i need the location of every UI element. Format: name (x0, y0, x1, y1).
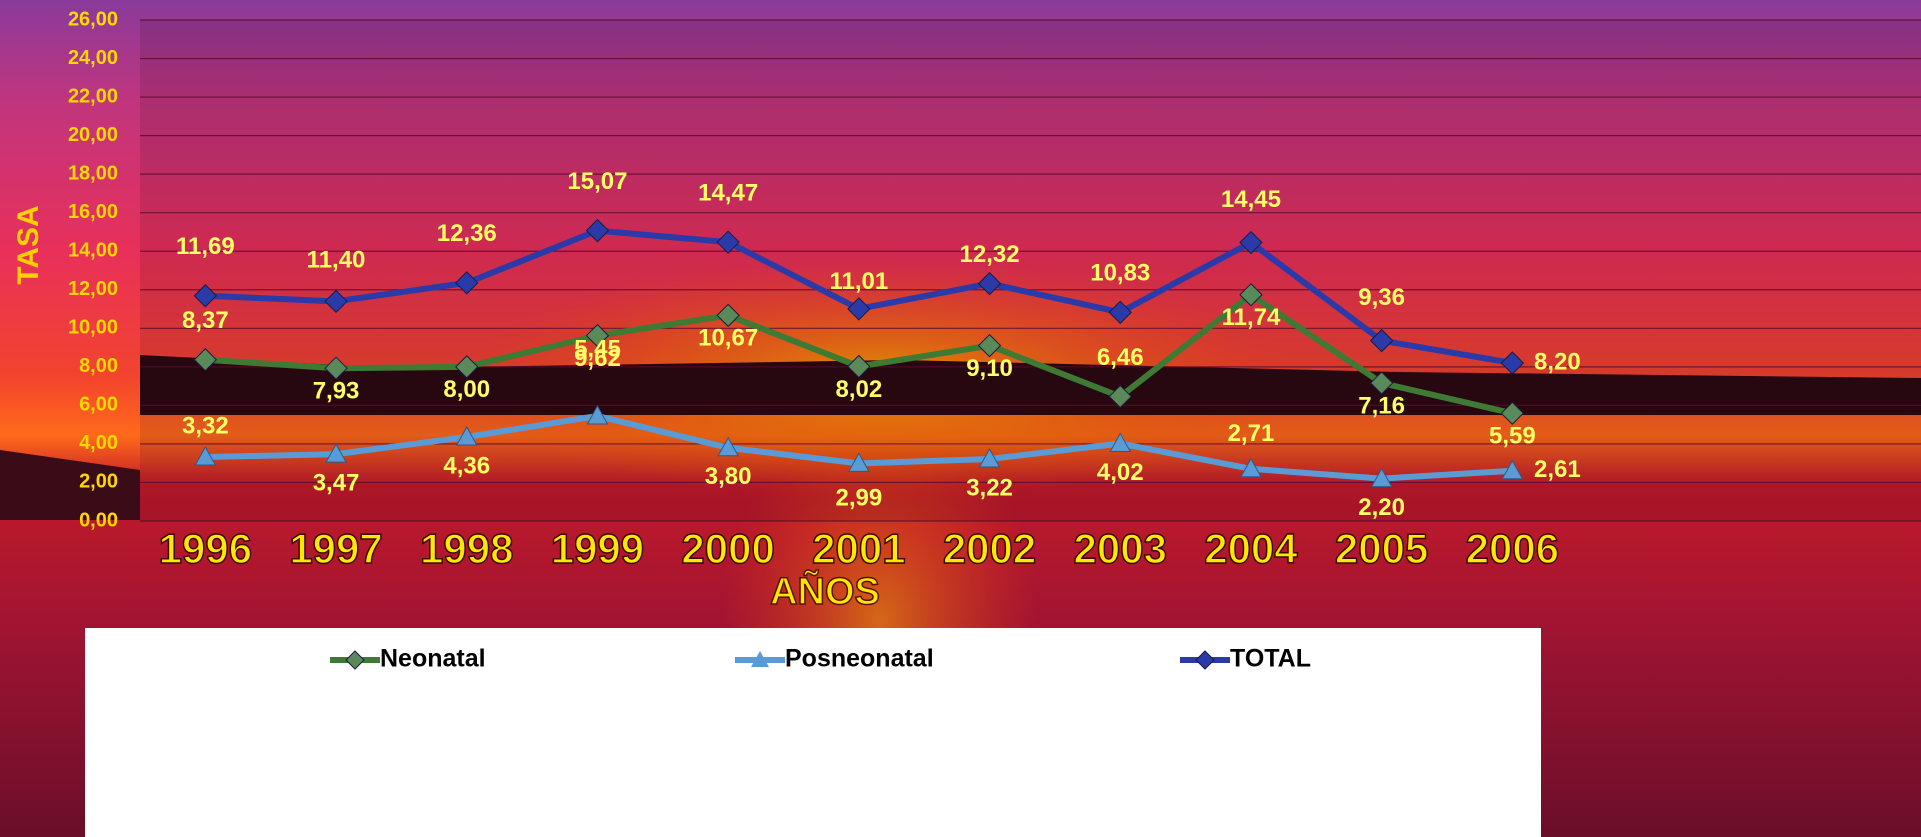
data-label: 7,16 (1358, 392, 1405, 419)
y-tick-label: 8,00 (79, 355, 118, 377)
x-tick-label: 2004 (1204, 525, 1298, 572)
chart: TASA AÑOS 0,00 2,00 4,00 6,00 8,00 10,00 12,00… (0, 0, 1921, 837)
x-tick-label: 2001 (812, 525, 905, 572)
y-tick-label: 14,00 (68, 240, 118, 262)
data-label: 11,69 (176, 233, 235, 260)
data-label: 4,36 (443, 452, 490, 479)
y-tick-label: 2,00 (79, 471, 118, 493)
data-label: 8,37 (182, 307, 229, 334)
x-tick-label: 2005 (1335, 525, 1428, 572)
data-label: 8,00 (443, 376, 490, 403)
legend-label: TOTAL (1230, 645, 1311, 673)
y-tick-label: 24,00 (68, 47, 118, 69)
y-axis-title: TASA (12, 205, 45, 284)
data-label: 2,61 (1534, 456, 1581, 483)
data-label: 7,93 (313, 378, 360, 405)
data-label: 2,99 (835, 485, 882, 512)
data-label: 12,36 (437, 220, 497, 247)
data-label: 15,07 (567, 168, 627, 195)
y-tick-label: 4,00 (79, 432, 118, 454)
y-tick-label: 0,00 (79, 509, 118, 531)
data-label: 10,83 (1090, 260, 1150, 287)
data-label: 5,59 (1489, 423, 1536, 450)
legend-label: Posneonatal (785, 645, 934, 673)
data-label: 5,45 (574, 335, 621, 362)
data-label: 4,02 (1097, 459, 1144, 486)
data-label: 9,36 (1358, 284, 1405, 311)
y-tick-label: 26,00 (68, 8, 118, 30)
x-axis-title: AÑOS (770, 569, 880, 613)
x-tick-label: 2002 (943, 525, 1036, 572)
y-tick-label: 16,00 (68, 201, 118, 223)
data-label: 11,74 (1222, 304, 1281, 331)
data-label: 2,71 (1228, 420, 1275, 447)
legend-label: Neonatal (380, 645, 486, 673)
data-label: 8,02 (835, 376, 882, 403)
data-label: 11,40 (307, 247, 366, 274)
y-tick-label: 6,00 (79, 394, 118, 416)
x-tick-label: 2003 (1074, 525, 1167, 572)
data-label: 12,32 (960, 241, 1020, 268)
x-tick-label: 1998 (420, 525, 513, 572)
data-label: 6,46 (1097, 344, 1144, 371)
data-label: 14,45 (1221, 186, 1281, 213)
data-label: 11,01 (829, 268, 888, 295)
data-label: 3,32 (182, 412, 229, 439)
x-tick-label: 1996 (159, 525, 252, 572)
y-tick-label: 20,00 (68, 124, 118, 146)
data-label: 2,20 (1358, 494, 1405, 521)
data-label: 3,47 (313, 469, 360, 496)
data-label: 3,22 (966, 474, 1013, 501)
x-tick-label: 2000 (681, 525, 774, 572)
y-tick-label: 22,00 (68, 85, 118, 107)
x-tick-label: 1997 (289, 525, 382, 572)
data-label: 9,10 (966, 355, 1013, 382)
y-tick-label: 12,00 (68, 278, 118, 300)
data-label: 8,20 (1534, 348, 1581, 375)
x-tick-label: 1999 (551, 525, 644, 572)
y-tick-label: 18,00 (68, 162, 118, 184)
data-label: 10,67 (698, 325, 758, 352)
data-label: 14,47 (698, 180, 758, 207)
y-tick-label: 10,00 (68, 317, 118, 339)
x-tick-label: 2006 (1466, 525, 1559, 572)
data-label: 3,80 (705, 463, 752, 490)
